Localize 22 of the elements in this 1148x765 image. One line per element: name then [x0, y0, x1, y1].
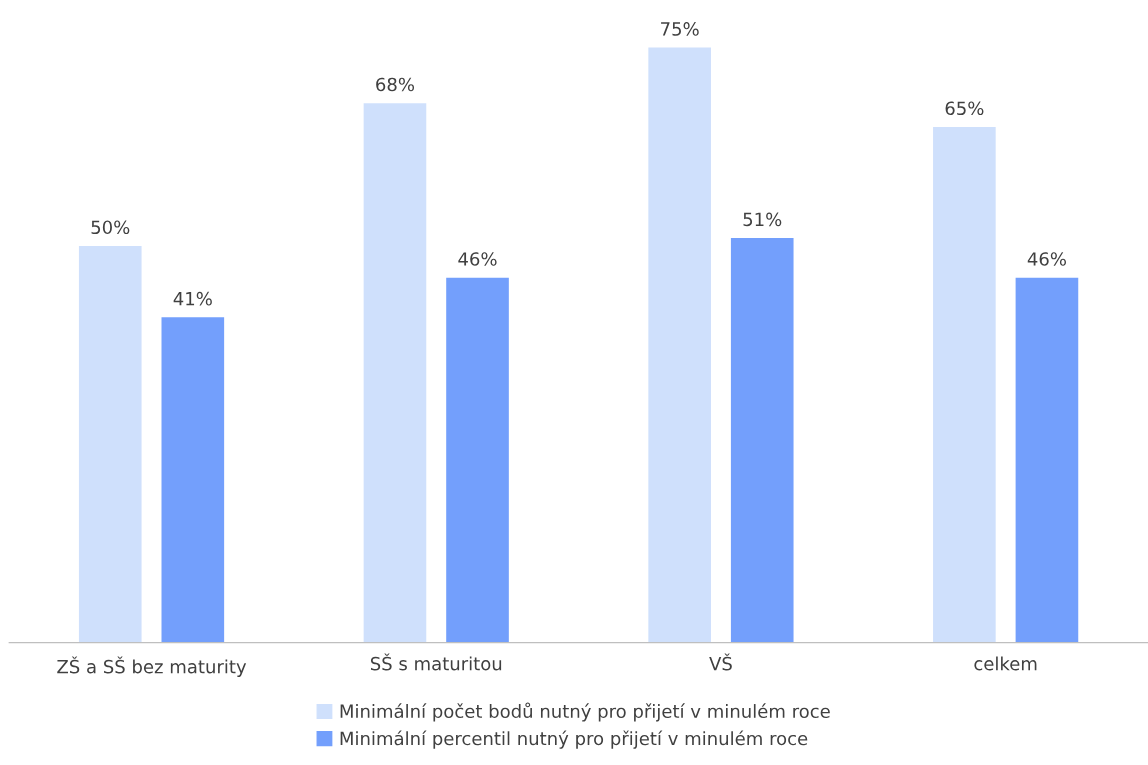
data-label: 75%: [661, 22, 699, 36]
bar: [730, 238, 794, 643]
data-label: 65%: [945, 101, 984, 116]
legend-label: Minimální počet bodů nutný pro přijetí v minulém roce: [340, 702, 830, 722]
bar: [648, 47, 711, 643]
bar: [78, 245, 142, 643]
bar: [933, 126, 996, 643]
x-tick-label: ZŠ a SŠ bez maturity: [57, 656, 247, 677]
legend-label: Minimální percentil nutný pro přijetí v minulém roce: [340, 730, 808, 749]
x-tick-label: SŠ s maturitou: [370, 653, 502, 671]
data-label: 41%: [173, 291, 212, 306]
data-label: 46%: [1027, 252, 1066, 266]
bar: [1015, 277, 1079, 643]
data-label: 68%: [376, 77, 415, 92]
data-label: 46%: [458, 252, 497, 266]
bar: [363, 103, 427, 643]
x-tick-label: celkem: [974, 656, 1037, 671]
bar: [161, 317, 225, 643]
bar: [446, 277, 509, 643]
data-label: 50%: [91, 220, 130, 235]
data-label: 51%: [743, 212, 782, 227]
x-tick-label: VŠ: [709, 653, 732, 671]
